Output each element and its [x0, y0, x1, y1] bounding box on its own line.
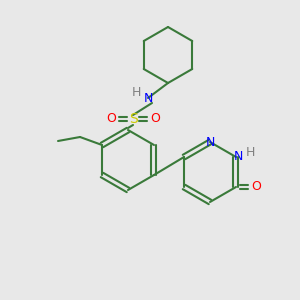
- Text: O: O: [106, 112, 116, 125]
- Text: H: H: [245, 146, 255, 160]
- Text: S: S: [129, 112, 137, 126]
- Text: N: N: [143, 92, 153, 104]
- Text: N: N: [205, 136, 215, 148]
- Text: N: N: [233, 151, 243, 164]
- Text: O: O: [251, 181, 261, 194]
- Text: H: H: [131, 85, 141, 98]
- Text: O: O: [150, 112, 160, 125]
